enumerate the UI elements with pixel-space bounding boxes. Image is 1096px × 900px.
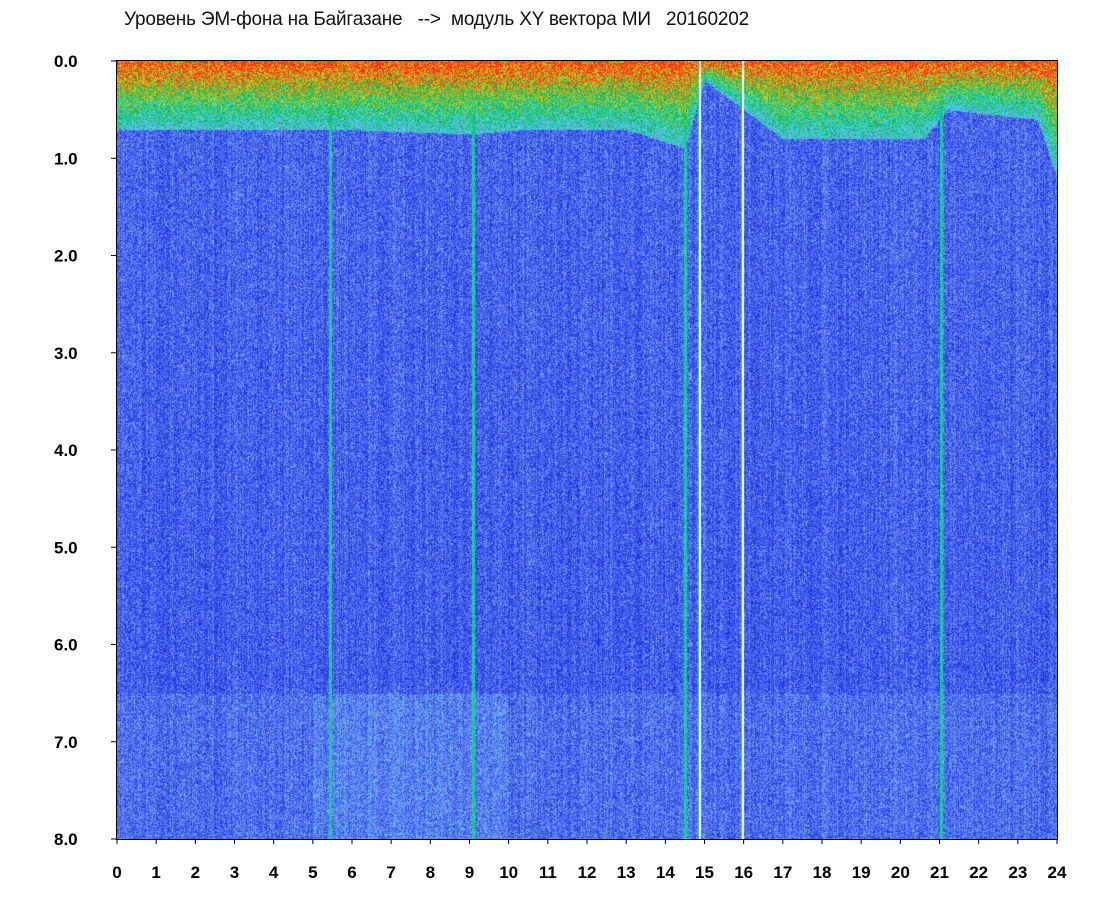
x-tick-label: 1 [151,863,160,882]
y-tick-label: 3.0 [54,344,78,363]
x-tick-label: 9 [465,863,474,882]
x-tick-label: 17 [773,863,792,882]
heatmap-cells [117,61,1057,839]
x-tick-label: 20 [891,863,910,882]
y-tick-label: 4.0 [54,441,78,460]
y-tick-label: 7.0 [54,733,78,752]
chart-title: Уровень ЭМ-фона на Байгазане --> модуль … [124,9,749,30]
y-tick-label: 1.0 [54,149,78,168]
y-tick-label: 2.0 [54,247,78,266]
y-tick-label: 5.0 [54,538,78,557]
x-tick-label: 2 [191,863,200,882]
x-tick-label: 14 [656,863,675,882]
y-tick-label: 0.0 [54,52,78,71]
x-tick-label: 18 [813,863,832,882]
x-tick-label: 5 [308,863,317,882]
x-tick-label: 4 [269,863,279,882]
y-tick-label: 8.0 [54,830,78,849]
heatmap-plot-area [116,60,1058,840]
x-tick-label: 16 [734,863,753,882]
x-tick-label: 23 [1008,863,1027,882]
y-axis: 0.0 1.0 2.0 3.0 4.0 5.0 6.0 7.0 8.0 [54,52,117,849]
x-tick-label: 6 [347,863,356,882]
x-tick-label: 19 [852,863,871,882]
x-tick-label: 0 [112,863,121,882]
x-tick-label: 7 [386,863,395,882]
x-tick-label: 3 [230,863,239,882]
x-tick-label: 11 [539,863,557,882]
x-tick-label: 22 [969,863,988,882]
x-tick-label: 8 [426,863,435,882]
x-tick-label: 12 [578,863,597,882]
x-tick-label: 15 [695,863,714,882]
x-axis: 0 1 2 3 4 5 6 7 8 9 10 11 12 13 14 15 16 17 18 19 20 21 22 23 24 [112,839,1067,882]
x-tick-label: 24 [1048,863,1067,882]
y-tick-label: 6.0 [54,636,78,655]
x-tick-label: 21 [930,863,949,882]
x-tick-label: 10 [499,863,518,882]
x-tick-label: 13 [617,863,636,882]
